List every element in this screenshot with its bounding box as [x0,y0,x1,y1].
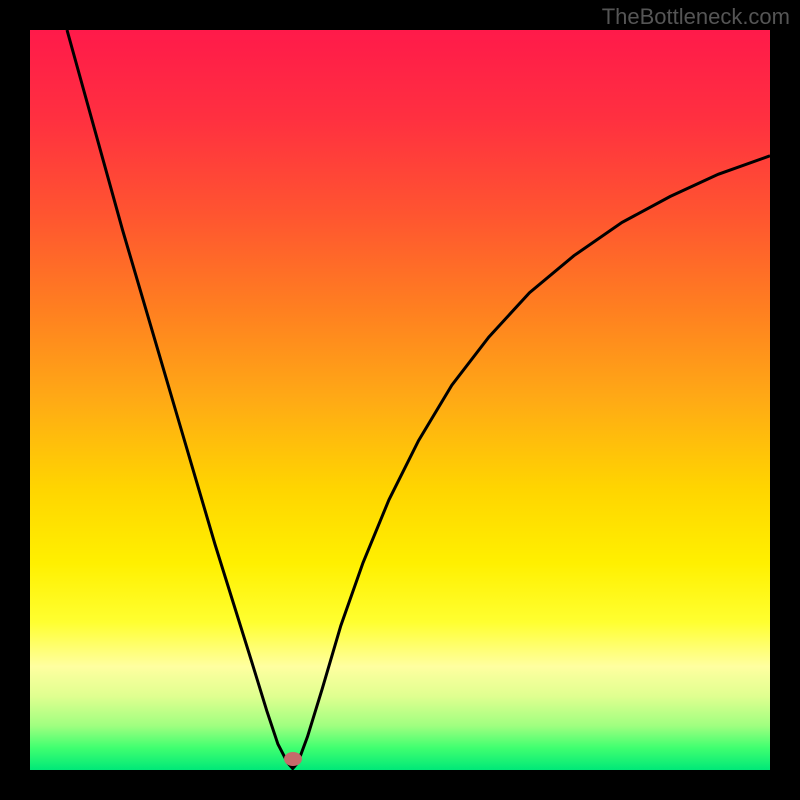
chart-container: TheBottleneck.com [0,0,800,800]
attribution-text: TheBottleneck.com [602,4,790,30]
curve-path [67,30,770,769]
plot-area [30,30,770,770]
bottleneck-curve [30,30,770,770]
optimal-point-marker [284,752,302,766]
